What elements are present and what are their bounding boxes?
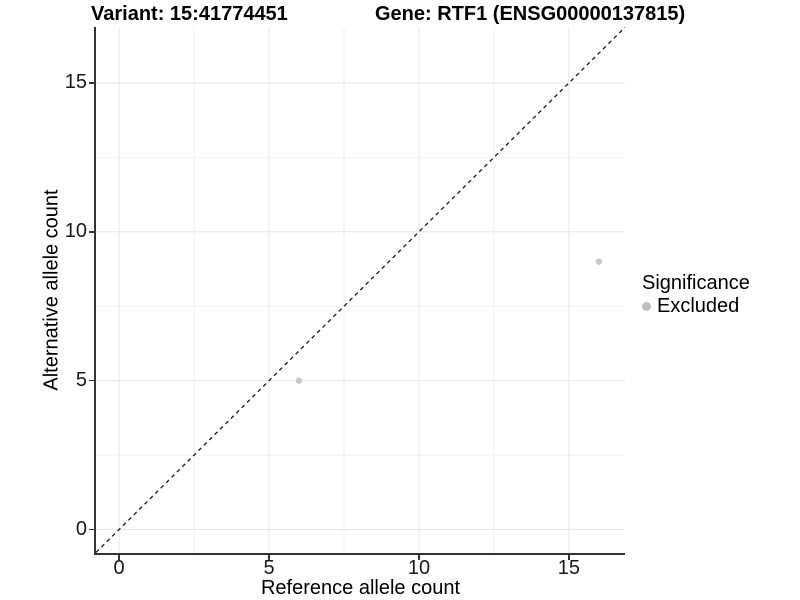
y-tick-mark (89, 528, 94, 531)
x-tick-label: 0 (113, 557, 125, 579)
legend-item: Excluded (642, 295, 750, 317)
variant-title: Variant: 15:41774451 (91, 3, 288, 25)
y-tick-label: 0 (75, 517, 87, 540)
x-tick-mark (268, 555, 270, 560)
data-point (595, 258, 603, 265)
y-tick-label: 10 (64, 220, 87, 243)
legend-title: Significance (642, 272, 750, 294)
identity-line (96, 27, 625, 553)
gene-title: Gene: RTF1 (ENSG00000137815) (375, 3, 686, 25)
y-tick-mark (89, 231, 94, 233)
x-tick-label: 15 (557, 557, 581, 579)
x-tick-mark (118, 555, 120, 560)
plot-panel (94, 27, 625, 555)
plot-canvas (96, 27, 625, 553)
x-tick-mark (418, 555, 420, 560)
y-tick-label: 5 (75, 369, 87, 392)
x-tick-mark (568, 555, 570, 560)
data-point (295, 377, 303, 384)
y-tick-label: 15 (64, 71, 87, 94)
y-tick-mark (89, 82, 94, 84)
legend-item-label: Excluded (657, 294, 740, 317)
x-tick-label: 10 (407, 557, 431, 579)
x-axis-title: Reference allele count (260, 577, 460, 599)
legend-key-point-icon (642, 301, 651, 311)
legend: Significance Excluded (642, 271, 750, 317)
y-axis-title: Alternative allele count (40, 189, 63, 391)
y-tick-mark (89, 379, 94, 382)
legend-items: Excluded (642, 295, 750, 317)
x-tick-label: 5 (263, 557, 275, 579)
